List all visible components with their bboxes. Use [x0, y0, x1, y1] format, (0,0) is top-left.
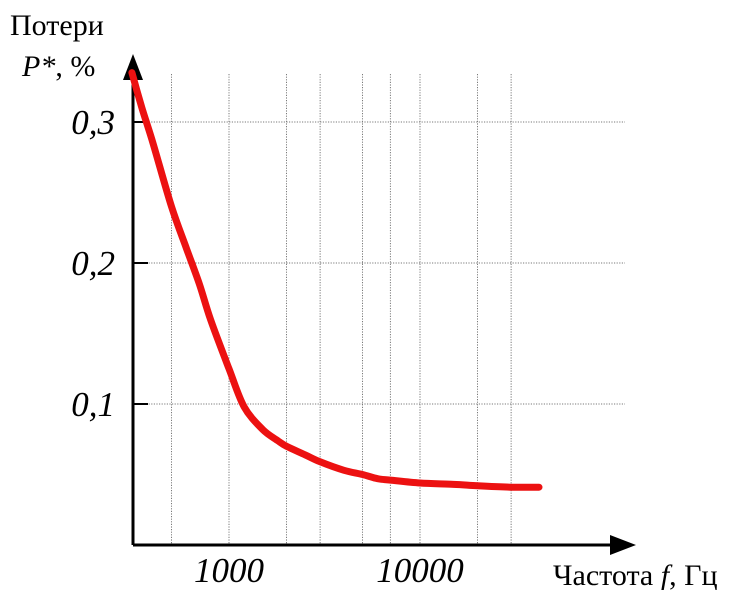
y-axis-variable: P* [21, 50, 55, 83]
x-tick-label: 1000 [194, 551, 265, 590]
x-tick-label: 10000 [376, 551, 464, 590]
x-axis-arrow [610, 535, 636, 555]
x-axis-unit: , Гц [669, 559, 717, 590]
axes [123, 54, 636, 555]
ticks: 0,1 0,2 0,3 1000 10000 [71, 103, 464, 590]
y-tick-label: 0,2 [71, 244, 115, 283]
grid [133, 74, 625, 545]
y-axis-unit: , % [55, 50, 95, 83]
y-tick-label: 0,1 [71, 385, 115, 424]
y-axis-title-line2: P*, % [21, 50, 95, 83]
y-axis-arrow [123, 54, 143, 80]
y-tick-label: 0,3 [71, 103, 115, 142]
x-axis-title: Частота f, Гц [553, 559, 718, 590]
x-axis-title-pre: Частота [553, 559, 661, 590]
y-axis-title-line1: Потери [10, 9, 104, 42]
loss-curve [128, 69, 543, 491]
series [128, 69, 543, 491]
